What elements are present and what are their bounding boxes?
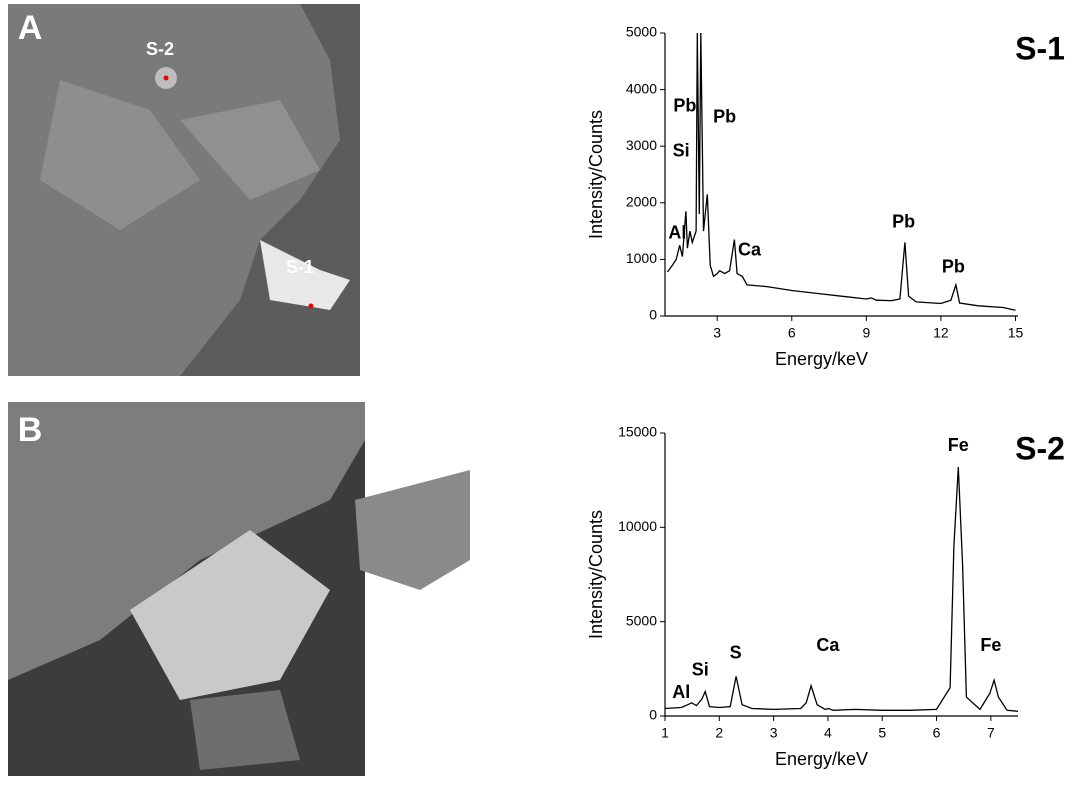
x-tick-label: 3 xyxy=(713,325,721,341)
y-axis-label: Intensity/Counts xyxy=(586,110,606,239)
x-tick-label: 6 xyxy=(788,325,796,341)
y-tick-label: 15000 xyxy=(618,424,657,440)
x-tick-label: 3 xyxy=(770,725,778,741)
x-tick-label: 6 xyxy=(933,725,941,741)
peak-label: S xyxy=(730,642,742,662)
point-label: S-2 xyxy=(146,39,174,59)
sem-a: A S-2 S-1 30 µm xyxy=(8,4,530,376)
scale-bar-label: 100 µm xyxy=(488,732,542,749)
y-tick-label: 5000 xyxy=(626,612,657,628)
peak-label: Pb xyxy=(713,107,736,127)
y-tick-label: 0 xyxy=(649,707,657,723)
x-axis-label: Energy/keV xyxy=(775,749,868,769)
peak-label: Pb xyxy=(942,257,965,277)
y-tick-label: 2000 xyxy=(626,194,657,210)
x-tick-label: 2 xyxy=(715,725,723,741)
spectrum-line xyxy=(665,467,1018,711)
peak-label: Si xyxy=(692,659,709,679)
sem-b: B 100 µm xyxy=(8,402,543,776)
peak-label: Pb xyxy=(892,211,915,231)
scale-bar-label: 30 µm xyxy=(478,318,529,338)
panel-label: A xyxy=(18,9,43,47)
x-axis-label: Energy/keV xyxy=(775,349,868,369)
x-tick-label: 4 xyxy=(824,725,832,741)
peak-label: Al xyxy=(672,682,690,702)
y-tick-label: 10000 xyxy=(618,518,657,534)
x-tick-label: 7 xyxy=(987,725,995,741)
y-tick-label: 0 xyxy=(649,307,657,323)
figure: A S-2 S-1 30 µm B 100 µm 010002000300040… xyxy=(0,0,1080,780)
x-tick-label: 1 xyxy=(661,725,669,741)
y-tick-label: 4000 xyxy=(626,80,657,96)
panel-label: B xyxy=(18,411,43,449)
chart-title: S-2 xyxy=(1015,430,1065,466)
peak-label: Ca xyxy=(738,240,762,260)
y-tick-label: 1000 xyxy=(626,250,657,266)
y-axis-label: Intensity/Counts xyxy=(586,510,606,639)
peak-label: Al xyxy=(668,223,686,243)
peak-label: Pb xyxy=(673,95,696,115)
peak-label: Si xyxy=(673,141,690,161)
chart-title: S-1 xyxy=(1015,30,1065,66)
peak-label: Ca xyxy=(816,635,840,655)
y-tick-label: 5000 xyxy=(626,24,657,40)
x-tick-label: 15 xyxy=(1008,325,1024,341)
peak-label: Fe xyxy=(948,435,969,455)
x-tick-label: 5 xyxy=(878,725,886,741)
x-tick-label: 12 xyxy=(933,325,949,341)
peak-label: Fe xyxy=(980,635,1001,655)
point-label: S-1 xyxy=(286,257,314,277)
x-tick-label: 9 xyxy=(862,325,870,341)
y-tick-label: 3000 xyxy=(626,137,657,153)
